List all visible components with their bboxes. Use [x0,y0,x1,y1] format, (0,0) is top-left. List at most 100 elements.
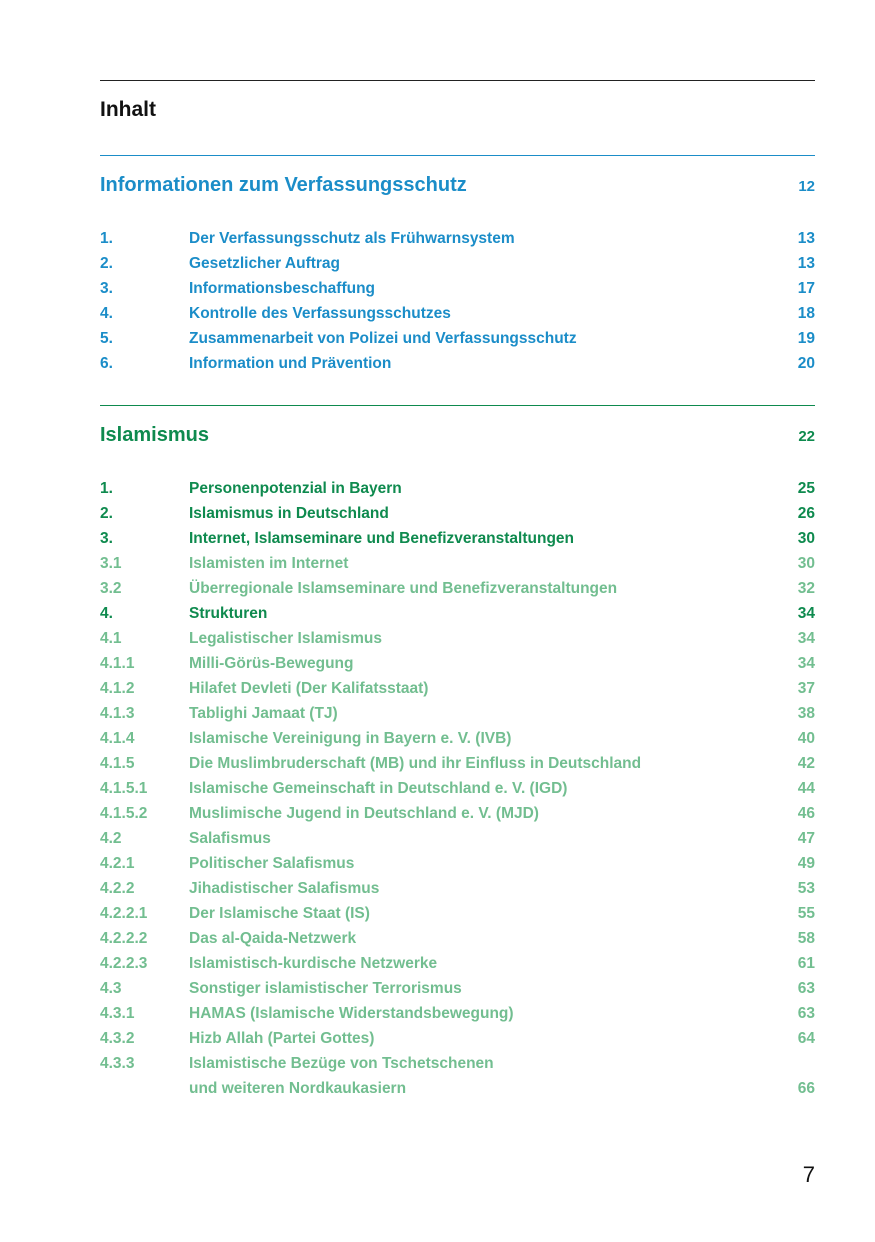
entry-number: 4.1.5 [100,755,135,772]
entry-page: 47 [797,830,815,847]
entry-page: 46 [797,805,815,822]
entry-page: 37 [797,680,815,697]
entry-number: 3. [100,530,113,547]
entry-label: Das al-Qaida-Netzwerk [189,930,357,947]
entry-number: 4. [100,305,113,322]
toc-entry[interactable]: 2. Islamismus in Deutschland 26 [100,501,815,526]
entry-page: 58 [797,930,815,947]
entry-number: 2. [100,505,113,522]
toc-entry[interactable]: 1. Personenpotenzial in Bayern 25 [100,476,815,501]
entry-page: 30 [797,530,815,547]
toc-entry[interactable]: 5. Zusammenarbeit von Polizei und Verfass… [100,326,815,351]
entry-page: 18 [797,305,815,322]
entry-label: Personenpotenzial in Bayern [189,480,402,497]
toc-entry[interactable]: 4.2.1 Politischer Salafismus 49 [100,851,815,876]
toc-entry[interactable]: 4.3.1 HAMAS (Islamische Widerstandsbewegu… [100,1001,815,1026]
toc-entry[interactable]: 4.3.3 Islamistische Bezüge von Tschetsche… [100,1051,815,1076]
toc-entry[interactable]: 4. Kontrolle des Verfassungsschutzes 18 [100,301,815,326]
toc-entry[interactable]: 4.1.2 Hilafet Devleti (Der Kalifatsstaat)… [100,676,815,701]
entry-label: Hizb Allah (Partei Gottes) [189,1030,375,1047]
entry-page: 63 [797,1005,815,1022]
entry-number: 4.2.2 [100,880,135,897]
entry-label: Islamismus in Deutschland [189,505,389,522]
entry-page: 34 [797,605,815,622]
toc-entry[interactable]: 4. Strukturen 34 [100,601,815,626]
entry-page: 34 [797,630,815,647]
toc-list-islamismus: 1. Personenpotenzial in Bayern 25 2. Islamis… [100,476,815,1101]
entry-label: Hilafet Devleti (Der Kalifatsstaat) [189,680,429,697]
entry-label: HAMAS (Islamische Widerstandsbewegung) [189,1005,514,1022]
entry-number: 1. [100,230,113,247]
entry-label: Die Muslimbruderschaft (MB) und ihr Einf… [189,755,642,772]
entry-label: Internet, Islamseminare und Benefizveran… [189,530,575,547]
entry-number: 4.2 [100,830,122,847]
entry-page: 26 [797,505,815,522]
toc-entry[interactable]: 4.3 Sonstiger islamistischer Terrorismus 6… [100,976,815,1001]
toc-entry[interactable]: 2. Gesetzlicher Auftrag 13 [100,251,815,276]
toc-entry[interactable]: 4.2 Salafismus 47 [100,826,815,851]
entry-page: 13 [797,255,815,272]
entry-number: 4. [100,605,113,622]
entry-page: 49 [797,855,815,872]
toc-entry[interactable]: 1. Der Verfassungsschutz als Frühwarnsyst… [100,226,815,251]
toc-entry[interactable]: 4.1.1 Milli-Görüs-Bewegung 34 [100,651,815,676]
section-page: 12 [798,178,815,195]
entry-number: 4.1.4 [100,730,135,747]
toc-entry[interactable]: 4.1.3 Tablighi Jamaat (TJ) 38 [100,701,815,726]
toc-entry[interactable]: 4.1.4 Islamische Vereinigung in Bayern e.… [100,726,815,751]
entry-label: Sonstiger islamistischer Terrorismus [189,980,462,997]
toc-entry[interactable]: und weiteren Nordkaukasiern 66 [100,1076,815,1101]
page-number: 7 [802,1162,815,1187]
entry-page: 44 [797,780,815,797]
entry-label: Milli-Görüs-Bewegung [189,655,354,672]
toc-entry[interactable]: 4.3.2 Hizb Allah (Partei Gottes) 64 [100,1026,815,1051]
toc-entry[interactable]: 4.1.5 Die Muslimbruderschaft (MB) und ihr… [100,751,815,776]
section-heading-islamismus[interactable]: Islamismus 22 [100,424,815,447]
entry-page: 55 [797,905,815,922]
toc-entry[interactable]: 4.2.2.3 Islamistisch-kurdische Netzwerke 6… [100,951,815,976]
entry-label: Gesetzlicher Auftrag [189,255,341,272]
entry-label: Kontrolle des Verfassungsschutzes [189,305,451,322]
entry-number: 4.1.3 [100,705,135,722]
toc-entry[interactable]: 6. Information und Prävention 20 [100,351,815,376]
entry-number: 4.1.5.2 [100,805,148,822]
toc-entry[interactable]: 4.2.2.2 Das al-Qaida-Netzwerk 58 [100,926,815,951]
entry-number: 2. [100,255,113,272]
entry-number: 4.2.2.1 [100,905,148,922]
entry-page: 42 [797,755,815,772]
page-title: Inhalt [100,98,156,121]
entry-number: 4.1.5.1 [100,780,148,797]
toc-entry[interactable]: 4.2.2 Jihadistischer Salafismus 53 [100,876,815,901]
toc-entry[interactable]: 4.1 Legalistischer Islamismus 34 [100,626,815,651]
entry-page: 34 [797,655,815,672]
toc-entry[interactable]: 3.2 Überregionale Islamseminare und Benef… [100,576,815,601]
entry-number: 4.1.2 [100,680,135,697]
toc-entry[interactable]: 4.1.5.2 Muslimische Jugend in Deutschland… [100,801,815,826]
toc-entry[interactable]: 3.1 Islamisten im Internet 30 [100,551,815,576]
entry-page: 64 [797,1030,815,1047]
section-heading-verfassungsschutz[interactable]: Informationen zum Verfassungsschutz 12 [100,174,815,197]
entry-page: 53 [797,880,815,897]
entry-number: 4.3.3 [100,1055,135,1072]
entry-number: 4.3 [100,980,122,997]
entry-number: 4.2.2.3 [100,955,148,972]
toc-entry[interactable]: 3. Internet, Islamseminare und Benefizver… [100,526,815,551]
toc-list-verfassungsschutz: 1. Der Verfassungsschutz als Frühwarnsyst… [100,226,815,376]
entry-label: Überregionale Islamseminare und Benefizv… [189,580,618,597]
entry-label: Islamistisch-kurdische Netzwerke [189,955,438,972]
entry-number: 4.1 [100,630,122,647]
entry-label: Legalistischer Islamismus [189,630,382,647]
entry-label: Islamistische Bezüge von Tschetschenen [189,1055,494,1072]
entry-label: Information und Prävention [189,355,392,372]
entry-label: Zusammenarbeit von Polizei und Verfassun… [189,330,577,347]
toc-entry[interactable]: 4.1.5.1 Islamische Gemeinschaft in Deutsc… [100,776,815,801]
section-rule-verfassungsschutz [100,155,815,156]
toc-entry[interactable]: 4.2.2.1 Der Islamische Staat (IS) 55 [100,901,815,926]
entry-page: 61 [797,955,815,972]
entry-page: 30 [797,555,815,572]
entry-label: Islamische Gemeinschaft in Deutschland e… [189,780,568,797]
entry-page: 13 [797,230,815,247]
entry-number: 4.2.1 [100,855,135,872]
toc-entry[interactable]: 3. Informationsbeschaffung 17 [100,276,815,301]
